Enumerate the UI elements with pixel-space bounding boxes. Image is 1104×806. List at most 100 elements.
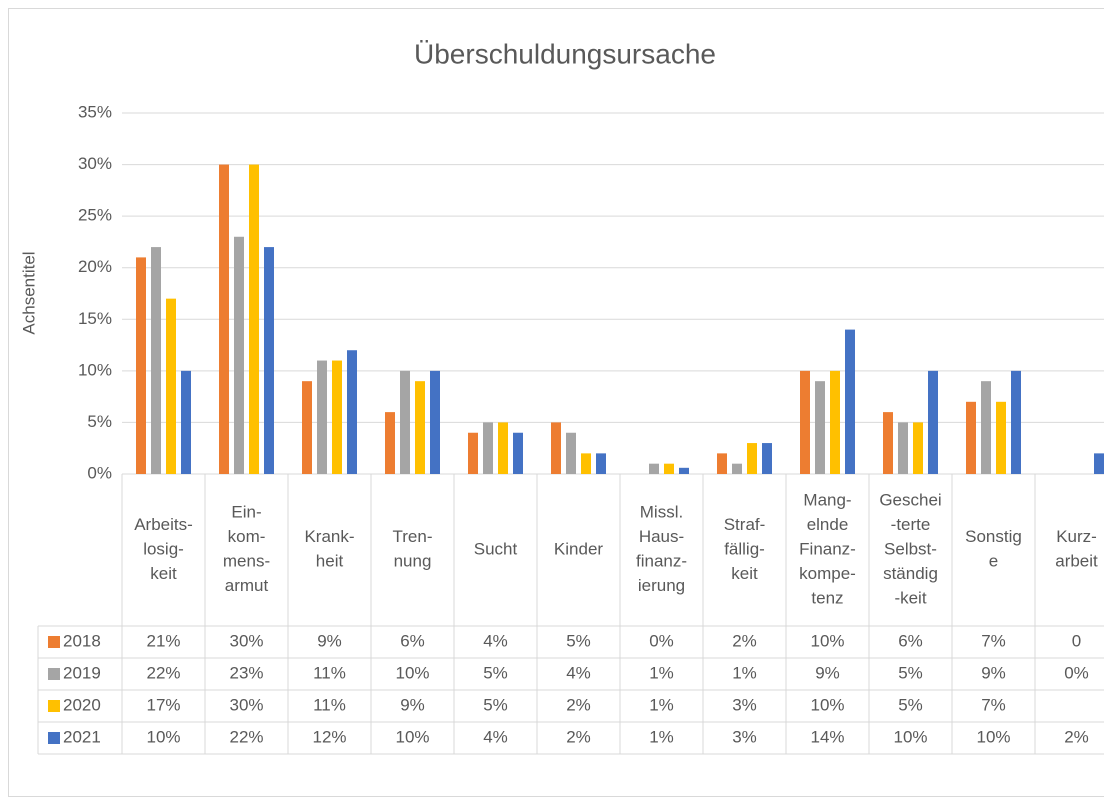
x-tick-label: keit	[150, 564, 177, 583]
x-tick-label: ständig	[883, 564, 938, 583]
x-tick-label: elnde	[807, 515, 849, 534]
table-value: 7%	[981, 695, 1006, 714]
x-tick-label: Selbst-	[884, 539, 937, 558]
table-value: 1%	[649, 727, 674, 746]
table-value: 10%	[893, 727, 927, 746]
bar	[430, 370, 440, 474]
table-value: 9%	[317, 631, 342, 650]
table-value: 4%	[483, 631, 508, 650]
table-value: 9%	[981, 663, 1006, 682]
bar	[234, 236, 244, 474]
table-value: 6%	[400, 631, 425, 650]
bar	[468, 432, 478, 474]
y-tick-label: 25%	[78, 206, 112, 225]
bar	[347, 350, 357, 474]
y-tick-label: 20%	[78, 257, 112, 276]
x-tick-label: nung	[394, 552, 432, 571]
x-tick-label: ierung	[638, 576, 685, 595]
legend-swatch	[48, 668, 60, 680]
table-value: 6%	[898, 631, 923, 650]
x-tick-label: Haus-	[639, 527, 684, 546]
x-tick-label: Kinder	[554, 539, 603, 558]
y-tick-label: 5%	[87, 412, 112, 431]
legend-swatch	[48, 732, 60, 744]
bar	[566, 432, 576, 474]
table-value: 2%	[566, 727, 591, 746]
x-tick-label: e	[989, 552, 998, 571]
table-value: 3%	[732, 727, 757, 746]
table-value: 1%	[649, 695, 674, 714]
table-value: 30%	[229, 695, 263, 714]
bar	[317, 360, 327, 474]
y-tick-label: 15%	[78, 309, 112, 328]
table-value: 22%	[146, 663, 180, 682]
x-tick-label: Kurz-	[1056, 527, 1097, 546]
table-value: 10%	[395, 663, 429, 682]
table-value: 10%	[395, 727, 429, 746]
x-tick-label: kom-	[228, 527, 266, 546]
x-tick-label: armut	[225, 576, 269, 595]
bar	[151, 247, 161, 474]
bar	[136, 257, 146, 474]
table-value: 4%	[483, 727, 508, 746]
table-value: 11%	[313, 695, 346, 714]
x-tick-label: arbeit	[1055, 552, 1098, 571]
legend-label: 2018	[63, 631, 101, 650]
table-value: 5%	[898, 663, 923, 682]
legend-swatch	[48, 700, 60, 712]
x-tick-label: Tren-	[393, 527, 433, 546]
bar	[732, 463, 742, 474]
bar	[649, 463, 659, 474]
bar	[928, 370, 938, 474]
table-value: 1%	[732, 663, 757, 682]
legend-label: 2019	[63, 663, 101, 682]
bar	[400, 370, 410, 474]
chart-title: Überschuldungsursache	[414, 38, 716, 69]
legend-label: 2020	[63, 695, 101, 714]
bar	[219, 164, 229, 475]
bar	[1011, 370, 1021, 474]
bar	[483, 422, 493, 474]
y-axis-label: Achsentitel	[19, 251, 38, 334]
bar	[717, 453, 727, 474]
table-value: 14%	[810, 727, 844, 746]
table-value: 9%	[400, 695, 425, 714]
x-tick-label: -terte	[891, 515, 931, 534]
bar	[996, 401, 1006, 474]
bar	[1094, 453, 1104, 474]
bar	[845, 329, 855, 474]
table-value: 21%	[146, 631, 180, 650]
bar	[815, 381, 825, 474]
table-value: 5%	[483, 663, 508, 682]
x-tick-label: Ein-	[231, 503, 261, 522]
table-value: 10%	[976, 727, 1010, 746]
chart-border	[8, 8, 1104, 797]
x-tick-label: Sonstig	[965, 527, 1022, 546]
x-tick-label: kompe-	[799, 564, 856, 583]
y-tick-label: 30%	[78, 154, 112, 173]
table-value: 5%	[898, 695, 923, 714]
table-value: 5%	[483, 695, 508, 714]
x-tick-label: losig-	[143, 539, 184, 558]
table-value: 1%	[649, 663, 674, 682]
x-tick-label: fällig-	[724, 539, 765, 558]
bar	[166, 298, 176, 474]
table-value: 23%	[229, 663, 263, 682]
bar	[581, 453, 591, 474]
bar	[385, 412, 395, 474]
legend-label: 2021	[63, 727, 101, 746]
bar	[800, 370, 810, 474]
table-value: 0%	[649, 631, 674, 650]
table-value: 2%	[1064, 727, 1089, 746]
table-value: 0	[1072, 631, 1081, 650]
table-value: 2%	[732, 631, 757, 650]
x-tick-label: Finanz-	[799, 539, 856, 558]
table-value: 2%	[566, 695, 591, 714]
bar	[498, 422, 508, 474]
x-tick-label: Mang-	[803, 490, 851, 509]
bar	[302, 381, 312, 474]
bar	[679, 467, 689, 474]
bar	[898, 422, 908, 474]
x-tick-label: keit	[731, 564, 758, 583]
